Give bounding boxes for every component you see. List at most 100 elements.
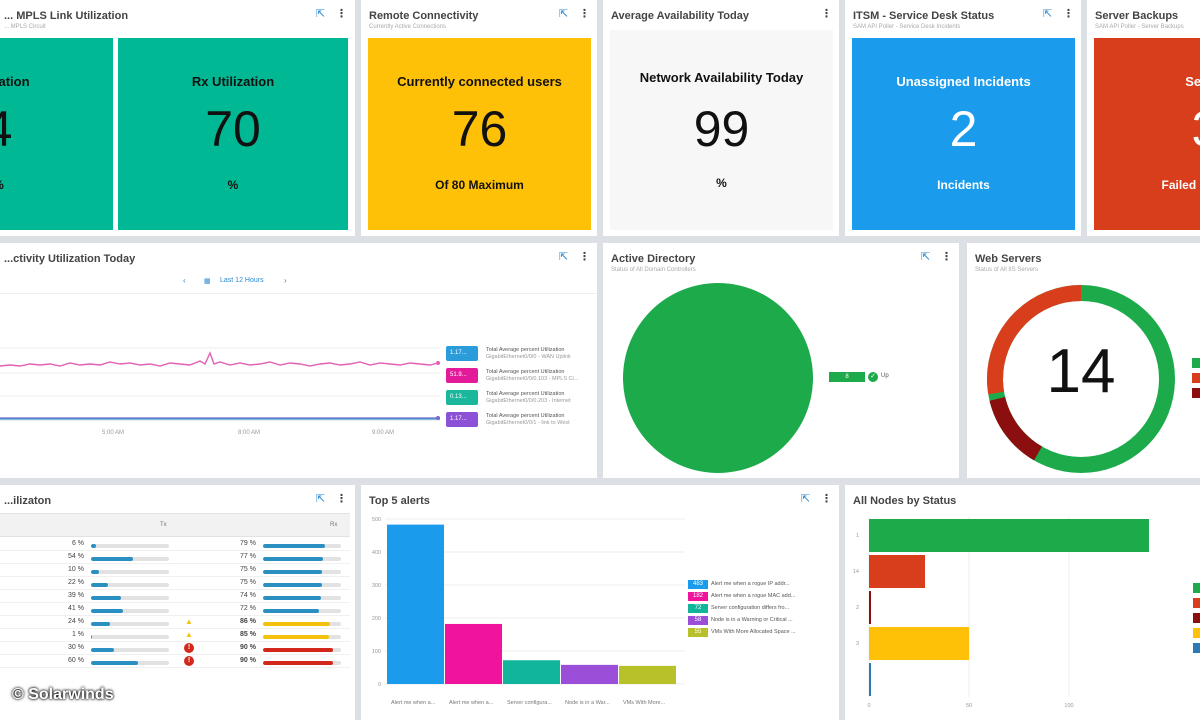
next-range-button[interactable]: › <box>284 276 287 285</box>
kebab-menu-icon[interactable]: ⋮ <box>579 8 590 20</box>
popout-icon[interactable]: ⇱ <box>316 8 326 20</box>
legend-label: Total Average percent Utilization Gigabit… <box>486 391 571 404</box>
rx-value: 86 % <box>240 618 256 625</box>
rx-value: 90 % <box>240 657 256 664</box>
legend-value: 8 <box>829 372 865 382</box>
popout-icon[interactable]: ⇱ <box>316 493 326 505</box>
tx-utilization-tile[interactable]: Utilization 4 % <box>0 38 113 230</box>
legend-value: 1.17... <box>446 346 478 361</box>
failed-backups-tile[interactable]: Server 3 Failed Backups <box>1094 38 1200 230</box>
kebab-menu-icon[interactable]: ⋮ <box>821 8 832 20</box>
kebab-menu-icon[interactable]: ⋮ <box>579 251 590 263</box>
node-status-bar <box>869 591 871 624</box>
alerts-bar-chart: 500 400 300 200 100 0 Alert me when a... Alert … <box>372 517 685 706</box>
web-servers-widget: Web Servers Status of All IIS Servers 14 <box>967 243 1200 478</box>
table-row[interactable]: 41 % 72 % <box>0 603 355 616</box>
popout-icon[interactable]: ⇱ <box>801 493 811 505</box>
kebab-menu-icon[interactable]: ⋮ <box>941 251 952 263</box>
column-header-rx[interactable]: Rx <box>330 522 338 528</box>
table-row[interactable]: 30 % 90 %! <box>0 642 355 655</box>
table-row[interactable]: 60 % 90 %! <box>0 655 355 668</box>
warning-icon: ▲ <box>185 617 193 626</box>
rx-utilization-tile[interactable]: Rx Utilization 70 % <box>118 38 348 230</box>
legend-label[interactable]: Alert me when a rogue MAC add... <box>711 593 796 599</box>
kebab-menu-icon[interactable]: ⋮ <box>1063 8 1074 20</box>
table-row[interactable]: 6 % 79 % <box>0 538 355 551</box>
widget-subtitle: Status of All IIS Servers <box>975 267 1039 273</box>
tx-value: 41 % <box>68 605 84 612</box>
widget-subtitle: Status of All Domain Controllers <box>611 267 696 273</box>
y-tick-label: 2 <box>856 605 859 611</box>
tx-value: 22 % <box>68 579 84 586</box>
connected-users-tile[interactable]: Currently connected users 76 Of 80 Maxim… <box>368 38 591 230</box>
table-row[interactable]: 54 % 77 % <box>0 551 355 564</box>
status-pie[interactable] <box>623 283 813 473</box>
tx-bar <box>91 648 169 652</box>
widget-title: All Nodes by Status <box>853 495 957 507</box>
prev-range-button[interactable]: ‹ <box>183 276 186 285</box>
table-row[interactable]: 1 % 85 % ▲ <box>0 629 355 642</box>
x-tick-label: Node is in a War... <box>565 700 610 706</box>
availability-tile[interactable]: Network Availability Today 99 % <box>610 30 833 230</box>
widget-subtitle: SAM API Poller - Service Desk Incidents <box>853 24 961 30</box>
x-tick-label: 0 <box>867 703 870 709</box>
widget-title: Web Servers <box>975 253 1042 265</box>
popout-icon[interactable]: ⇱ <box>559 8 569 20</box>
tx-bar <box>91 596 169 600</box>
table-row[interactable]: 10 % 75 % <box>0 564 355 577</box>
tx-value: 60 % <box>68 657 84 664</box>
legend-label[interactable]: Server configuration differs fro... <box>711 605 790 611</box>
rx-value: 74 % <box>240 592 256 599</box>
widget-subtitle: SAM API Poller - Server Backups <box>1095 24 1184 30</box>
watermark: © Solarwinds <box>12 686 114 703</box>
table-row[interactable]: 39 % 74 % <box>0 590 355 603</box>
node-status-bar <box>869 663 871 696</box>
y-tick-label: 1 <box>856 533 859 539</box>
popout-icon[interactable]: ⇱ <box>1043 8 1053 20</box>
legend-label: Total Average percent Utilization Gigabit… <box>486 413 570 426</box>
status-donut[interactable] <box>985 283 1177 475</box>
tx-bar <box>91 661 169 665</box>
rx-value: 75 % <box>240 566 256 573</box>
tile-value: 3 <box>1094 104 1200 154</box>
time-range-label[interactable]: Last 12 Hours <box>220 277 264 284</box>
utilization-line-chart <box>0 347 440 421</box>
column-header-tx[interactable]: Tx <box>160 522 167 528</box>
x-tick-label: 8:00 AM <box>238 430 261 436</box>
rx-value: 79 % <box>240 540 256 547</box>
server-backups-widget: Server Backups SAM API Poller - Server B… <box>1087 0 1200 236</box>
widget-title: Top 5 alerts <box>369 495 430 507</box>
table-row[interactable]: 22 % 75 % <box>0 577 355 590</box>
legend-value: 1.17... <box>446 412 478 427</box>
popout-icon[interactable]: ⇱ <box>559 251 569 263</box>
rx-value: 85 % <box>240 631 256 638</box>
rx-bar <box>263 583 341 587</box>
popout-icon[interactable]: ⇱ <box>921 251 931 263</box>
legend-value: 483 <box>688 580 708 589</box>
kebab-menu-icon[interactable]: ⋮ <box>336 8 347 20</box>
kebab-menu-icon[interactable]: ⋮ <box>336 493 347 505</box>
unassigned-incidents-tile[interactable]: Unassigned Incidents 2 Incidents <box>852 38 1075 230</box>
legend-label[interactable]: Alert me when a rogue IP addr... <box>711 581 790 587</box>
nodes-bar-chart: 0 50 100 1 14 2 3 <box>853 517 1149 709</box>
tx-value: 6 % <box>71 540 84 547</box>
rx-value: 77 % <box>240 553 256 560</box>
legend-swatch <box>1192 358 1200 368</box>
kebab-menu-icon[interactable]: ⋮ <box>821 493 832 505</box>
rx-bar <box>263 609 341 613</box>
tile-unit: % <box>716 176 727 190</box>
y-tick-label: 14 <box>853 569 859 575</box>
series-line-mpls <box>0 351 439 367</box>
widget-title: Remote Connectivity <box>369 10 479 22</box>
legend-label[interactable]: Node is in a Warning or Critical ... <box>711 617 793 623</box>
x-tick-label: Alert me when a... <box>449 700 494 706</box>
legend-label[interactable]: VMs With More Allocated Space ... <box>711 629 796 635</box>
legend-value: 58 <box>688 616 708 625</box>
rx-bar <box>263 557 341 561</box>
legend-label: Total Average percent Utilization Gigabit… <box>486 369 579 382</box>
tx-bar <box>91 557 169 561</box>
table-header: Tx Rx <box>0 513 350 537</box>
check-icon: ✓ <box>868 372 878 382</box>
connectivity-utilization-widget: ...ctivity Utilization Today ⇱ ⋮ ‹ ▦ Las… <box>0 243 597 478</box>
table-row[interactable]: 24 % 86 % ▲ <box>0 616 355 629</box>
